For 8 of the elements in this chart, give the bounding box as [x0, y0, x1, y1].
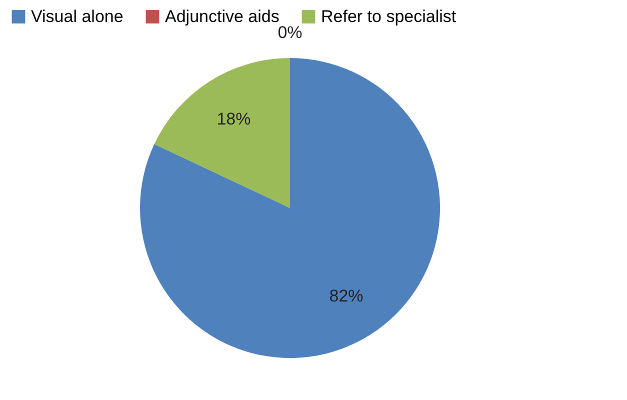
legend-label: Adjunctive aids	[165, 6, 280, 26]
pie-slice	[154, 58, 290, 208]
legend-label: Refer to specialist	[321, 6, 456, 26]
data-label: 18%	[216, 109, 251, 128]
pie-slice	[140, 58, 440, 358]
data-label: 82%	[329, 286, 364, 306]
legend-label: Visual alone	[31, 6, 124, 26]
text: 0%	[278, 23, 302, 42]
